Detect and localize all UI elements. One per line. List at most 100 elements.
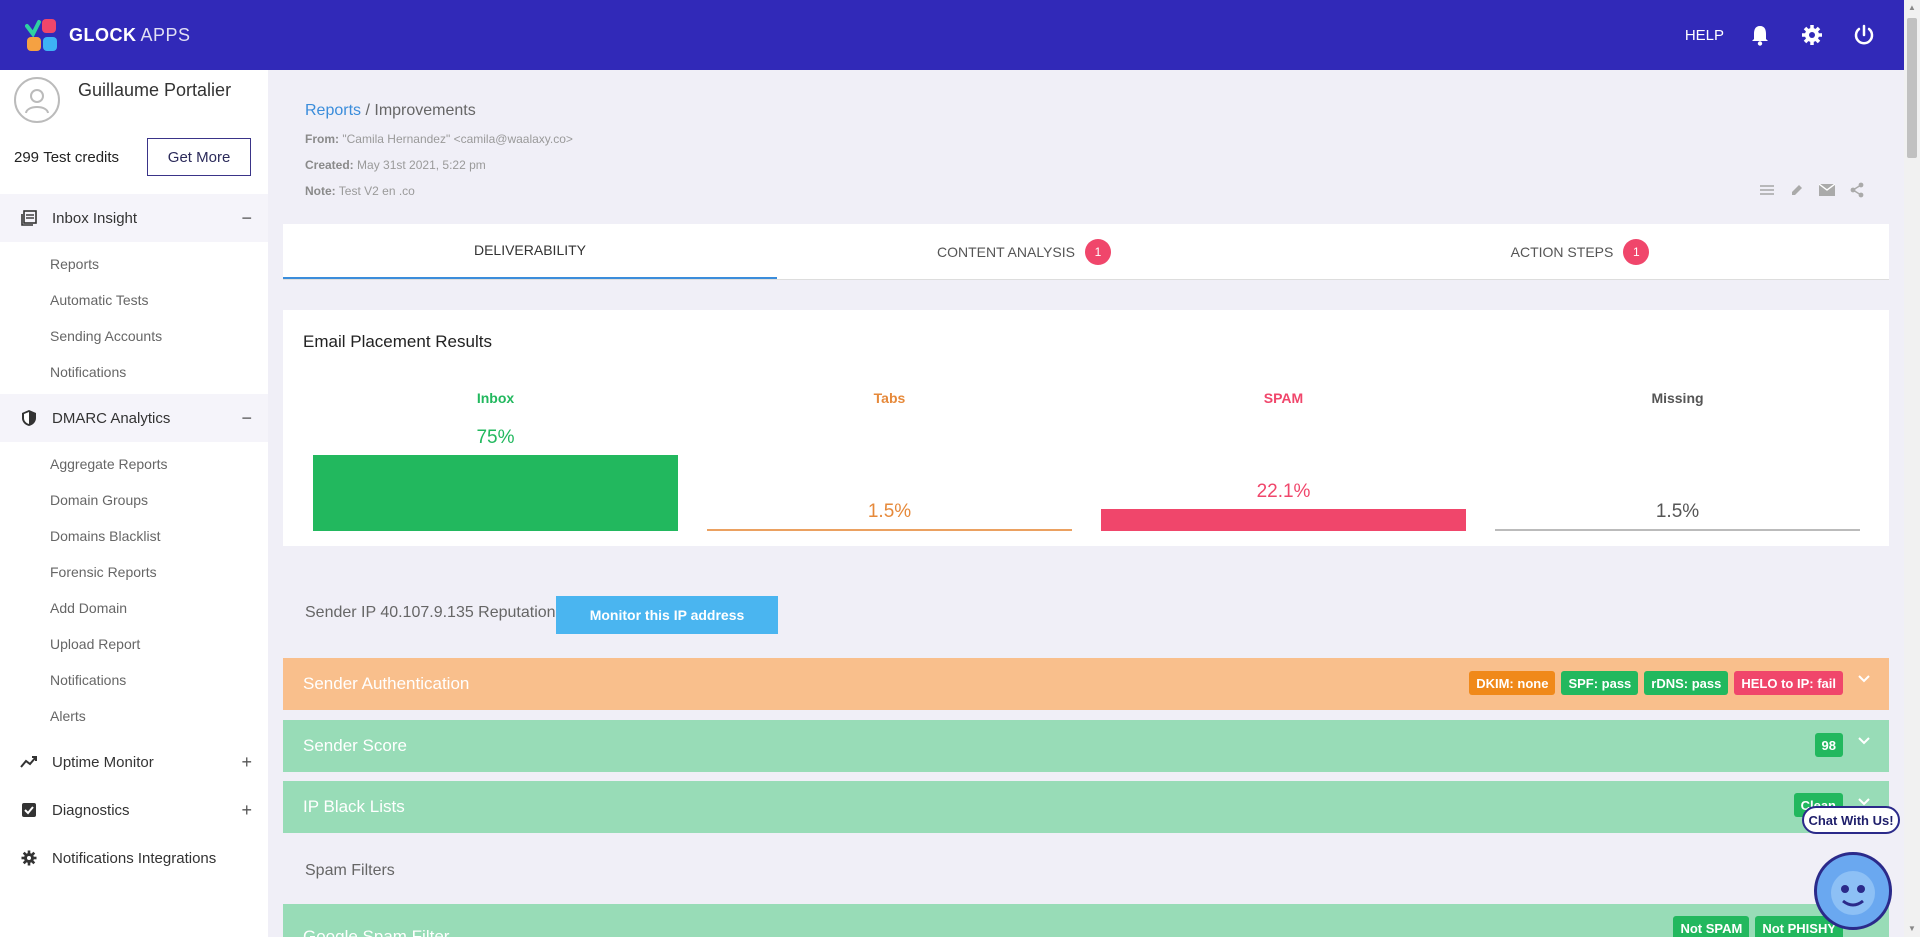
placement-bar	[1101, 509, 1466, 531]
tab-content-analysis[interactable]: CONTENT ANALYSIS 1	[777, 224, 1271, 279]
inbox-icon	[20, 209, 38, 227]
expand-icon[interactable]: +	[241, 799, 252, 820]
tab-label: DELIVERABILITY	[473, 242, 587, 258]
sidebar-item-dmarc-notifications[interactable]: Notifications	[50, 672, 127, 688]
share-icon[interactable]	[1847, 182, 1867, 198]
check-box-icon	[20, 801, 38, 819]
sender-ip-reputation: Sender IP 40.107.9.135 Reputation	[305, 604, 556, 621]
sidebar-section-diagnostics[interactable]: Diagnostics +	[0, 786, 268, 834]
panel-title: Sender Score	[303, 736, 407, 755]
placement-percent: 1.5%	[867, 501, 912, 522]
chat-widget[interactable]: Chat With Us!	[1800, 806, 1902, 937]
placement-percent: 75%	[476, 427, 515, 448]
placement-label: Missing	[1651, 390, 1704, 406]
panel-title: IP Black Lists	[303, 797, 405, 816]
shield-icon	[20, 409, 38, 427]
panel-google-spam-filter[interactable]: Google Spam Filter Not SPAM Not PHISHY	[283, 904, 1889, 937]
sidebar-section-inbox-insight[interactable]: Inbox Insight −	[0, 194, 268, 242]
scrollbar[interactable]: ▲ ▼	[1904, 0, 1920, 937]
placement-bar	[707, 529, 1072, 531]
power-icon[interactable]	[1852, 23, 1876, 47]
expand-icon[interactable]: +	[241, 751, 252, 772]
panel-title: Sender Authentication	[303, 674, 470, 693]
bell-icon[interactable]	[1748, 23, 1772, 47]
edit-icon[interactable]	[1787, 182, 1807, 198]
monitor-ip-button[interactable]: Monitor this IP address	[556, 596, 778, 634]
gear-icon[interactable]	[1800, 23, 1824, 47]
sidebar-section-uptime[interactable]: Uptime Monitor +	[0, 738, 268, 786]
chat-bubble[interactable]: Chat With Us!	[1802, 806, 1900, 834]
sidebar-section-notifications-integrations[interactable]: Notifications Integrations	[0, 834, 268, 882]
credits-label: Test credits	[43, 148, 120, 166]
collapse-icon[interactable]: −	[241, 407, 252, 428]
logo[interactable]: GLOCK APPS	[25, 18, 191, 52]
sidebar-item-reports[interactable]: Reports	[50, 256, 100, 272]
meta-note: Note: Test V2 en .co	[305, 184, 415, 198]
placement-label: Inbox	[476, 390, 515, 406]
avatar[interactable]	[14, 77, 60, 123]
meta-from: From: "Camila Hernandez" <camila@waalaxy…	[305, 132, 573, 146]
email-placement-results: Email Placement Results Inbox 75% Tabs 1…	[283, 310, 1889, 546]
placement-bar	[1495, 529, 1860, 531]
scrollbar-thumb[interactable]	[1907, 18, 1917, 158]
placement-column-missing: Missing 1.5%	[1495, 310, 1860, 546]
breadcrumb: Reports / Improvements	[305, 102, 476, 120]
panel-title: Google Spam Filter	[303, 927, 450, 937]
sidebar-item-forensic-reports[interactable]: Forensic Reports	[50, 564, 157, 580]
chevron-down-icon[interactable]	[1857, 795, 1871, 809]
sidebar-section-label: Diagnostics	[52, 801, 130, 819]
panel-ip-black-lists[interactable]: IP Black Lists Clean	[283, 781, 1889, 833]
sidebar-section-label: Notifications Integrations	[52, 849, 217, 867]
top-bar: GLOCK APPS HELP	[0, 0, 1904, 70]
dkim-badge: DKIM: none	[1469, 671, 1556, 695]
user-name: Guillaume Portalier	[78, 79, 232, 100]
get-more-button[interactable]: Get More	[147, 138, 252, 176]
chevron-down-icon[interactable]	[1857, 734, 1871, 748]
brand-suffix: APPS	[140, 24, 191, 45]
sidebar-section-dmarc[interactable]: DMARC Analytics −	[0, 394, 268, 442]
placement-column-tabs: Tabs 1.5%	[707, 310, 1072, 546]
scroll-up-arrow-icon[interactable]: ▲	[1908, 3, 1916, 12]
sidebar-item-sending-accounts[interactable]: Sending Accounts	[50, 328, 163, 344]
placement-column-inbox: Inbox 75%	[313, 310, 678, 546]
mail-icon[interactable]	[1817, 182, 1837, 198]
tab-label: CONTENT ANALYSIS	[937, 243, 1075, 260]
sidebar-item-add-domain[interactable]: Add Domain	[50, 600, 128, 616]
report-tools	[1757, 182, 1867, 198]
user-profile: Guillaume Portalier	[0, 70, 268, 130]
not-phishy-badge: Not PHISHY	[1755, 916, 1843, 937]
breadcrumb-current: Improvements	[374, 102, 476, 119]
tab-deliverability[interactable]: DELIVERABILITY	[283, 224, 777, 279]
placement-label: SPAM	[1263, 390, 1304, 406]
sidebar-item-domains-blacklist[interactable]: Domains Blacklist	[50, 528, 161, 544]
panel-sender-authentication[interactable]: Sender Authentication DKIM: none SPF: pa…	[283, 658, 1889, 710]
sidebar-section-label: Inbox Insight	[52, 209, 138, 227]
tab-action-steps[interactable]: ACTION STEPS 1	[1271, 224, 1889, 279]
sidebar: Guillaume Portalier 299 Test credits Get…	[0, 70, 268, 937]
credits: 299 Test credits Get More	[0, 130, 268, 184]
sidebar-item-automatic-tests[interactable]: Automatic Tests	[50, 292, 149, 308]
credits-count: 299	[14, 148, 40, 166]
scroll-down-arrow-icon[interactable]: ▼	[1908, 924, 1916, 933]
list-icon[interactable]	[1757, 182, 1777, 198]
breadcrumb-reports-link[interactable]: Reports	[305, 102, 362, 119]
panel-sender-score[interactable]: Sender Score 98	[283, 720, 1889, 772]
sidebar-item-notifications[interactable]: Notifications	[50, 364, 127, 380]
spam-filters-heading: Spam Filters	[305, 862, 395, 879]
user-icon	[25, 89, 49, 114]
placement-column-spam: SPAM 22.1%	[1101, 310, 1466, 546]
placement-label: Tabs	[873, 390, 906, 406]
sidebar-item-upload-report[interactable]: Upload Report	[50, 636, 141, 652]
chat-avatar[interactable]	[1814, 852, 1892, 930]
chevron-down-icon[interactable]	[1857, 672, 1871, 686]
help-link[interactable]: HELP	[1684, 26, 1724, 44]
sidebar-item-aggregate-reports[interactable]: Aggregate Reports	[50, 456, 168, 472]
sidebar-item-domain-groups[interactable]: Domain Groups	[50, 492, 149, 508]
score-badge: 98	[1814, 733, 1843, 757]
section-title: Email Placement Results	[303, 332, 492, 351]
collapse-icon[interactable]: −	[241, 207, 252, 228]
gear-icon	[20, 849, 38, 867]
breadcrumb-separator: /	[361, 102, 375, 119]
count-badge: 1	[1084, 238, 1111, 265]
sidebar-item-alerts[interactable]: Alerts	[50, 708, 86, 724]
